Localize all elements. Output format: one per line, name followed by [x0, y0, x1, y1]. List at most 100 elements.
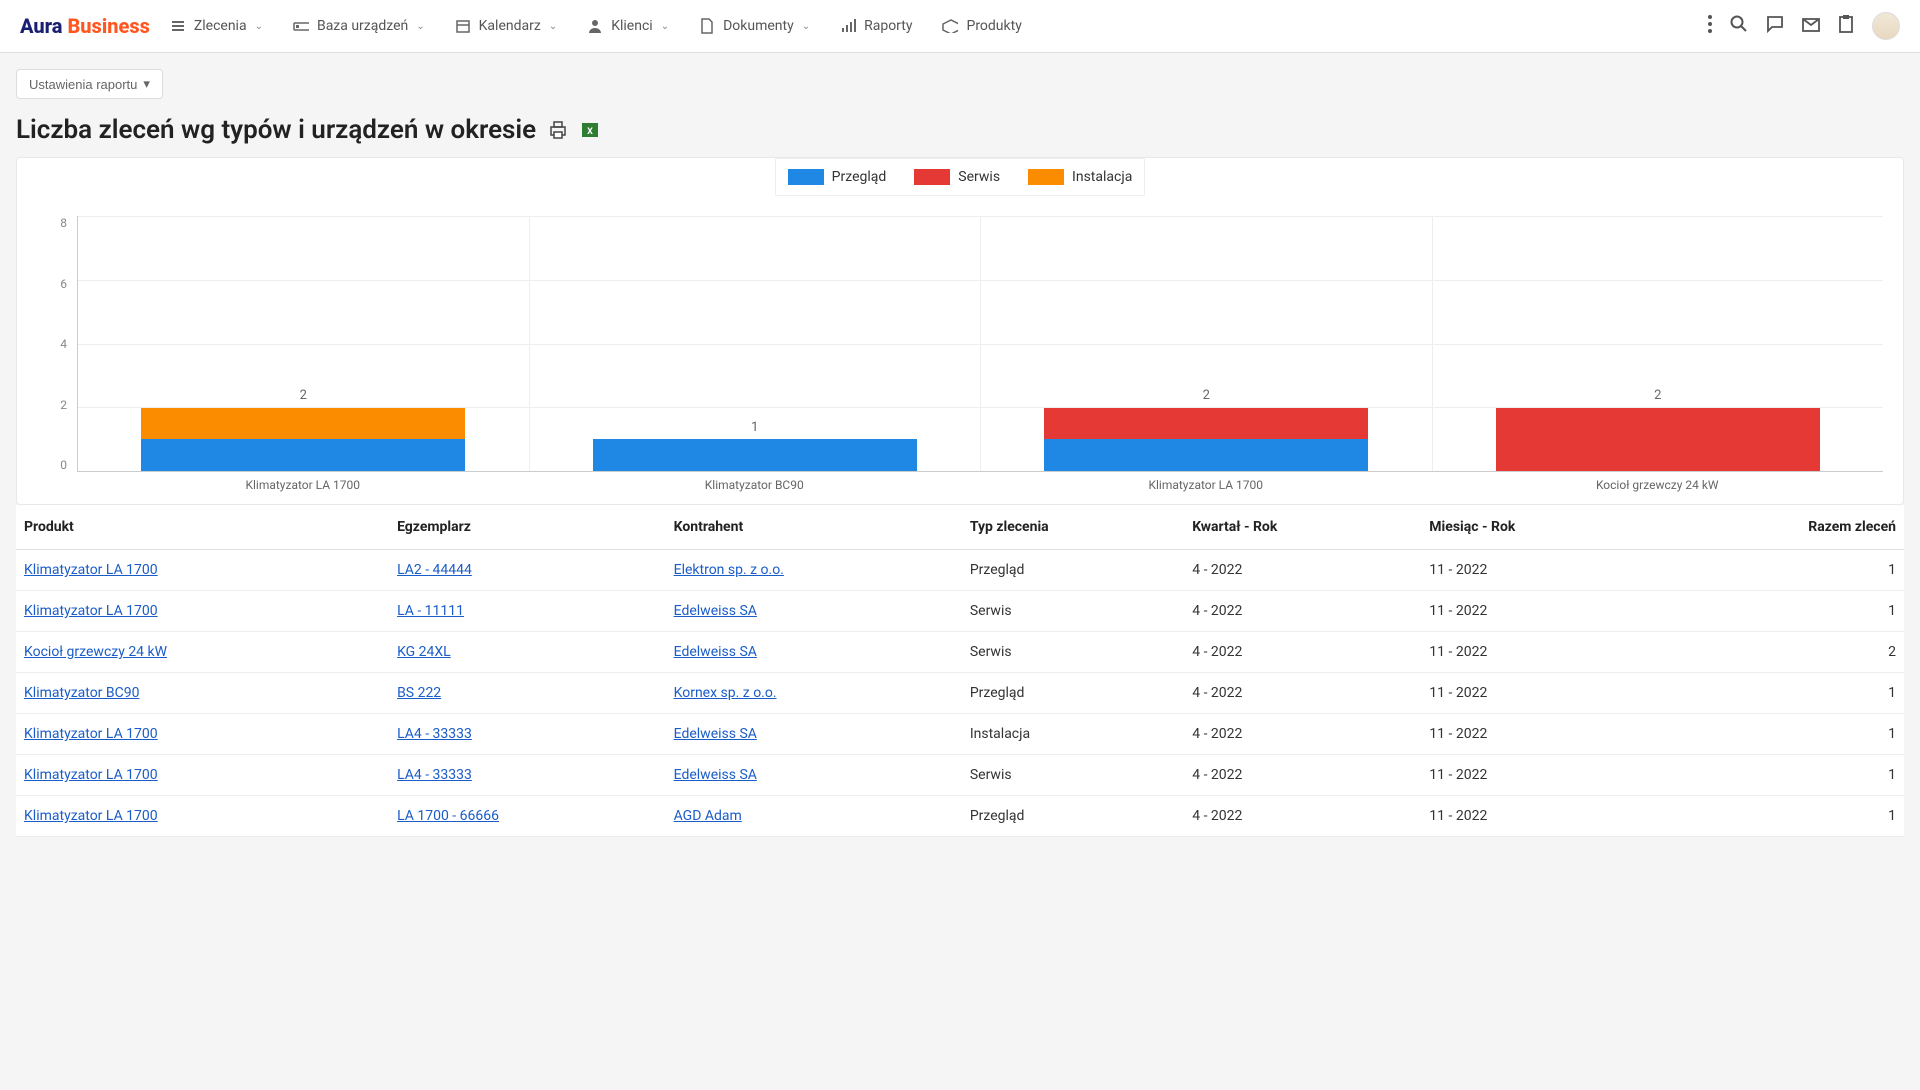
x-axis-label: Klimatyzator LA 1700 [980, 472, 1432, 496]
nav-label: Kalendarz [479, 18, 541, 34]
mail-icon[interactable] [1802, 17, 1820, 36]
table-row: Klimatyzator LA 1700 LA4 - 33333 Edelweiss… [16, 714, 1904, 755]
nav-label: Klienci [611, 18, 652, 34]
table-header-cell[interactable]: Produkt [16, 505, 389, 550]
y-tick-label: 4 [60, 337, 67, 351]
y-tick-label: 2 [60, 398, 67, 412]
nav-item-produkty[interactable]: Produkty [942, 18, 1021, 34]
search-icon[interactable] [1730, 15, 1748, 37]
export-excel-icon[interactable]: X [580, 121, 600, 139]
bar-segment[interactable] [1044, 407, 1368, 439]
kontrahent-link[interactable]: AGD Adam [674, 808, 742, 824]
table-header-cell[interactable]: Kontrahent [666, 505, 962, 550]
calendar-icon [455, 18, 471, 34]
kontrahent-link[interactable]: Elektron sp. z o.o. [674, 562, 784, 578]
cell-produkt: Klimatyzator LA 1700 [16, 714, 389, 755]
cell-typ: Przegląd [962, 550, 1184, 591]
box-icon [942, 18, 958, 34]
kontrahent-link[interactable]: Edelweiss SA [674, 644, 757, 660]
page-title: Liczba zleceń wg typów i urządzeń w okre… [16, 115, 536, 145]
nav-item-raporty[interactable]: Raporty [840, 18, 912, 34]
produkt-link[interactable]: Klimatyzator LA 1700 [24, 603, 158, 619]
logo[interactable]: Aura Business [20, 14, 150, 38]
kontrahent-link[interactable]: Edelweiss SA [674, 767, 757, 783]
legend-label: Przegląd [832, 169, 887, 185]
egzemplarz-link[interactable]: LA 1700 - 66666 [397, 808, 499, 824]
table-header-cell[interactable]: Typ zlecenia [962, 505, 1184, 550]
clipboard-icon[interactable] [1838, 15, 1854, 37]
egzemplarz-link[interactable]: BS 222 [397, 685, 441, 701]
bar-segment[interactable] [593, 439, 917, 471]
data-table: ProduktEgzemplarzKontrahentTyp zleceniaK… [16, 505, 1904, 837]
table-header-cell[interactable]: Razem zleceń [1661, 505, 1904, 550]
cell-produkt: Klimatyzator LA 1700 [16, 755, 389, 796]
nav-label: Raporty [864, 18, 912, 34]
cell-kontrahent: Edelweiss SA [666, 755, 962, 796]
cell-razem: 1 [1661, 755, 1904, 796]
produkt-link[interactable]: Klimatyzator BC90 [24, 685, 139, 701]
report-settings-label: Ustawienia raportu [29, 77, 137, 92]
cell-miesiac: 11 - 2022 [1421, 591, 1660, 632]
table-row: Klimatyzator LA 1700 LA 1700 - 66666 AGD A… [16, 796, 1904, 837]
y-tick-label: 8 [60, 216, 67, 230]
egzemplarz-link[interactable]: LA - 11111 [397, 603, 464, 619]
cell-razem: 1 [1661, 673, 1904, 714]
cell-kwartal: 4 - 2022 [1184, 632, 1421, 673]
report-settings-button[interactable]: Ustawienia raportu ▾ [16, 69, 163, 99]
table-header-cell[interactable]: Kwartał - Rok [1184, 505, 1421, 550]
more-icon[interactable] [1708, 15, 1712, 37]
bar-total-label: 2 [141, 388, 465, 407]
logo-part2: Business [67, 14, 149, 38]
legend-item[interactable]: Instalacja [1016, 169, 1144, 185]
cell-miesiac: 11 - 2022 [1421, 550, 1660, 591]
chevron-down-icon: ⌄ [661, 21, 669, 32]
kontrahent-link[interactable]: Edelweiss SA [674, 726, 757, 742]
cell-egzemplarz: KG 24XL [389, 632, 666, 673]
bar-segment[interactable] [141, 439, 465, 471]
avatar[interactable] [1872, 12, 1900, 40]
cell-egzemplarz: LA4 - 33333 [389, 714, 666, 755]
list-icon [170, 18, 186, 34]
bar-total-label: 2 [1496, 388, 1820, 407]
nav-item-dokumenty[interactable]: Dokumenty⌄ [699, 18, 810, 34]
egzemplarz-link[interactable]: KG 24XL [397, 644, 451, 660]
egzemplarz-link[interactable]: LA2 - 44444 [397, 562, 472, 578]
produkt-link[interactable]: Klimatyzator LA 1700 [24, 767, 158, 783]
kontrahent-link[interactable]: Kornex sp. z o.o. [674, 685, 777, 701]
table-header-cell[interactable]: Egzemplarz [389, 505, 666, 550]
nav-item-kalendarz[interactable]: Kalendarz⌄ [455, 18, 558, 34]
produkt-link[interactable]: Kocioł grzewczy 24 kW [24, 644, 167, 660]
produkt-link[interactable]: Klimatyzator LA 1700 [24, 726, 158, 742]
nav-item-baza-urządzeń[interactable]: Baza urządzeń⌄ [293, 18, 425, 34]
cell-kontrahent: Edelweiss SA [666, 632, 962, 673]
cell-miesiac: 11 - 2022 [1421, 714, 1660, 755]
main-nav: Zlecenia⌄Baza urządzeń⌄Kalendarz⌄Klienci… [170, 18, 1708, 34]
table-row: Klimatyzator LA 1700 LA2 - 44444 Elektron … [16, 550, 1904, 591]
kontrahent-link[interactable]: Edelweiss SA [674, 603, 757, 619]
egzemplarz-link[interactable]: LA4 - 33333 [397, 726, 472, 742]
nav-item-zlecenia[interactable]: Zlecenia⌄ [170, 18, 263, 34]
print-icon[interactable] [548, 121, 568, 139]
egzemplarz-link[interactable]: LA4 - 33333 [397, 767, 472, 783]
produkt-link[interactable]: Klimatyzator LA 1700 [24, 562, 158, 578]
cell-miesiac: 11 - 2022 [1421, 796, 1660, 837]
bar-segment[interactable] [141, 407, 465, 439]
cell-razem: 1 [1661, 714, 1904, 755]
chat-icon[interactable] [1766, 15, 1784, 37]
bar-segment[interactable] [1496, 407, 1820, 471]
chevron-down-icon: ⌄ [802, 21, 810, 32]
cell-miesiac: 11 - 2022 [1421, 632, 1660, 673]
cell-kwartal: 4 - 2022 [1184, 796, 1421, 837]
cell-produkt: Klimatyzator LA 1700 [16, 796, 389, 837]
chart: 86420 2122 Klimatyzator LA 1700Klimatyza… [77, 216, 1883, 496]
produkt-link[interactable]: Klimatyzator LA 1700 [24, 808, 158, 824]
legend-item[interactable]: Serwis [902, 169, 1012, 185]
legend-item[interactable]: Przegląd [776, 169, 899, 185]
table-header-row: ProduktEgzemplarzKontrahentTyp zleceniaK… [16, 505, 1904, 550]
bar-segment[interactable] [1044, 439, 1368, 471]
cell-miesiac: 11 - 2022 [1421, 673, 1660, 714]
cell-produkt: Klimatyzator BC90 [16, 673, 389, 714]
table-row: Klimatyzator LA 1700 LA - 11111 Edelweiss … [16, 591, 1904, 632]
nav-item-klienci[interactable]: Klienci ⌄ [587, 18, 669, 34]
table-header-cell[interactable]: Miesiąc - Rok [1421, 505, 1660, 550]
